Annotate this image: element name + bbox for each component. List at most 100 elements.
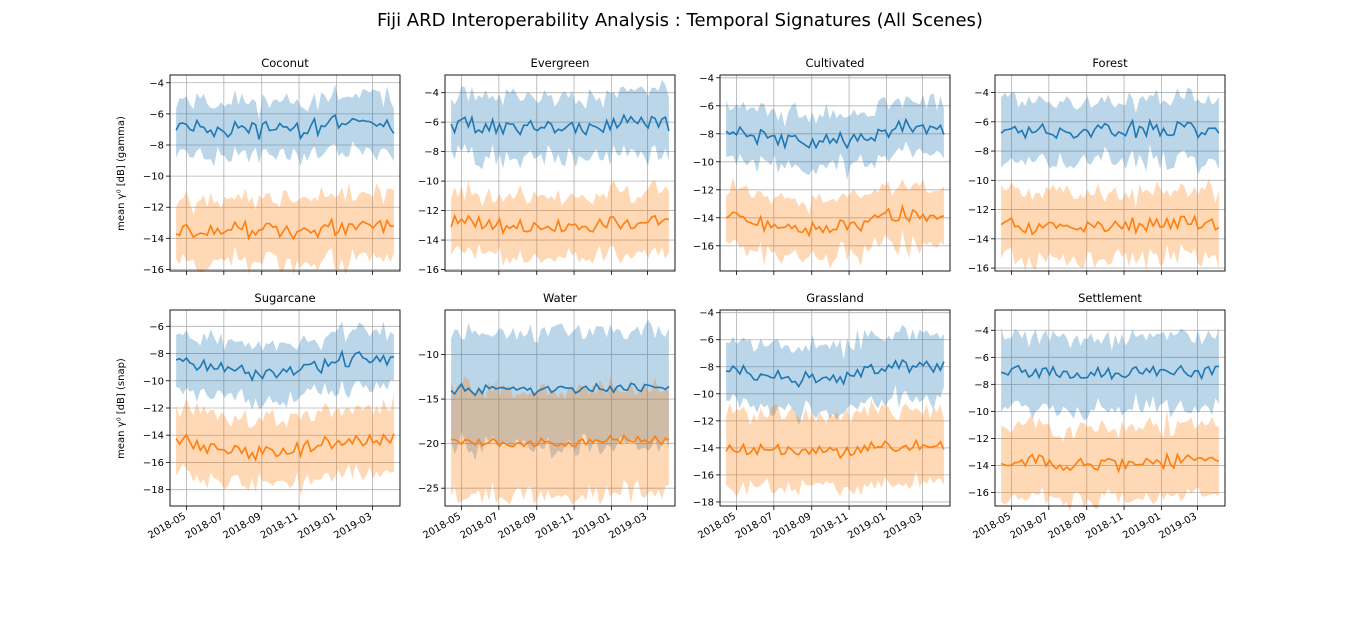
panel-title: Cultivated <box>806 56 865 70</box>
orange-std-band <box>1001 410 1219 512</box>
y-tick-label: −15 <box>418 395 439 406</box>
axes-frame <box>444 74 676 272</box>
blue-mean-line <box>175 113 395 141</box>
y-tick-label: −16 <box>143 265 164 276</box>
panel-forest: −4 −6 −8 −10 −12 −14 −16 Forest <box>968 56 1226 275</box>
y-tick-label: −12 <box>143 404 164 415</box>
axes-frame <box>719 74 951 272</box>
y-tick-label: −12 <box>693 185 714 196</box>
x-tick-label: 2018-09 <box>1047 511 1089 541</box>
y-tick-label: −16 <box>693 470 714 481</box>
x-tick-label: 2019-03 <box>607 511 649 541</box>
y-tick-label: −4 <box>149 78 164 89</box>
y-tick-label: −12 <box>968 205 989 216</box>
blue-std-band <box>726 93 944 180</box>
x-tick-label: 2019-03 <box>332 511 374 541</box>
x-tick-label: 2018-11 <box>534 511 576 541</box>
panel-title: Settlement <box>1078 291 1142 305</box>
y-tick-label: −14 <box>418 236 439 247</box>
blue-mean-line <box>725 117 945 151</box>
y-tick-label: −10 <box>693 389 714 400</box>
panel-title: Forest <box>1092 56 1128 70</box>
x-tick-label: 2018-07 <box>734 511 776 541</box>
axes-frame <box>169 74 401 272</box>
y-tick-label: −20 <box>418 439 439 450</box>
panel-title: Coconut <box>261 56 309 70</box>
orange-mean-line <box>450 213 669 236</box>
blue-std-band <box>451 319 669 461</box>
x-tick-label: 2019-03 <box>882 511 924 541</box>
x-tick-label: 2018-05 <box>696 511 738 541</box>
y-tick-label: −6 <box>149 322 164 333</box>
y-tick-label: −10 <box>143 376 164 387</box>
y-tick-label: −14 <box>143 431 164 442</box>
x-tick-label: 2018-05 <box>971 511 1013 541</box>
y-tick-label: −16 <box>693 241 714 252</box>
y-tick-label: −10 <box>143 172 164 183</box>
y-tick-label: −18 <box>693 497 714 508</box>
axes-frame <box>994 74 1226 272</box>
axes-frame <box>994 309 1226 507</box>
y-tick-label: −10 <box>693 157 714 168</box>
x-tick-label: 2018-11 <box>259 511 301 541</box>
x-tick-label: 2018-09 <box>772 511 814 541</box>
y-tick-label: −8 <box>974 380 989 391</box>
orange-mean-line <box>175 432 395 463</box>
x-tick-label: 2019-03 <box>1157 511 1199 541</box>
x-tick-label: 2018-05 <box>421 511 463 541</box>
y-tick-label: −10 <box>418 177 439 188</box>
y-tick-label: −10 <box>418 350 439 361</box>
panel-sugarcane: −6 −8 −10 −12 −14 −16 −18 2018-052018-072018-09… <box>143 291 401 542</box>
blue-mean-line <box>175 349 395 382</box>
blue-std-band <box>451 79 669 170</box>
orange-mean-line <box>725 438 945 460</box>
orange-std-band <box>726 399 944 497</box>
panel-title: Grassland <box>806 291 864 305</box>
y-tick-label: −6 <box>974 117 989 128</box>
y-tick-label: −8 <box>149 141 164 152</box>
y-tick-label: −16 <box>968 264 989 275</box>
x-tick-label: 2018-09 <box>222 511 264 541</box>
panel-water: −10 −15 −20 −25 2018-052018-072018-092018-11… <box>418 291 676 542</box>
y-tick-label: −10 <box>968 176 989 187</box>
blue-mean-line <box>1000 364 1219 381</box>
y-tick-label: −12 <box>143 203 164 214</box>
y-tick-label: −4 <box>699 308 714 319</box>
y-tick-label: −6 <box>149 109 164 120</box>
y-tick-label: −8 <box>699 129 714 140</box>
x-tick-label: 2019-01 <box>1121 511 1163 541</box>
x-tick-label: 2019-01 <box>571 511 613 541</box>
figure-title: Fiji ARD Interoperability Analysis : Tem… <box>377 10 983 31</box>
y-tick-label: −6 <box>699 101 714 112</box>
x-tick-label: 2018-07 <box>184 511 226 541</box>
orange-std-band <box>176 393 394 496</box>
orange-mean-line <box>451 433 670 448</box>
panel-coconut: −4 −6 −8 −10 −12 −14 −16 Coconut <box>143 56 401 276</box>
x-tick-label: 2019-01 <box>846 511 888 541</box>
panel-settlement: −4−6−8−10−12−14−162018-052018-072018-092… <box>968 291 1226 542</box>
x-tick-label: 2018-05 <box>146 511 188 541</box>
y-tick-label: −16 <box>418 265 439 276</box>
y-tick-label: −14 <box>968 461 989 472</box>
orange-mean-line <box>1000 451 1220 474</box>
x-tick-label: 2018-07 <box>1009 511 1051 541</box>
axes-frame <box>444 309 676 507</box>
blue-std-band <box>176 321 394 411</box>
y-tick-label: −16 <box>968 488 989 499</box>
y-tick-label: −14 <box>143 234 164 245</box>
panel-title: Sugarcane <box>254 291 315 305</box>
blue-mean-line <box>1000 118 1220 140</box>
y-tick-label: −4 <box>699 73 714 84</box>
blue-mean-line <box>726 358 945 388</box>
x-tick-label: 2018-07 <box>459 511 501 541</box>
orange-mean-line <box>1000 214 1220 236</box>
y-tick-label: −10 <box>968 407 989 418</box>
orange-std-band <box>451 376 669 505</box>
y-tick-label: −16 <box>143 458 164 469</box>
y-tick-label: −14 <box>693 443 714 454</box>
y-tick-label: −6 <box>699 335 714 346</box>
y-tick-label: −14 <box>693 213 714 224</box>
panel-cultivated: −4 −6 −8 −10 −12 −14 −16 Cultivated <box>693 56 951 275</box>
x-tick-label: 2019-01 <box>296 511 338 541</box>
